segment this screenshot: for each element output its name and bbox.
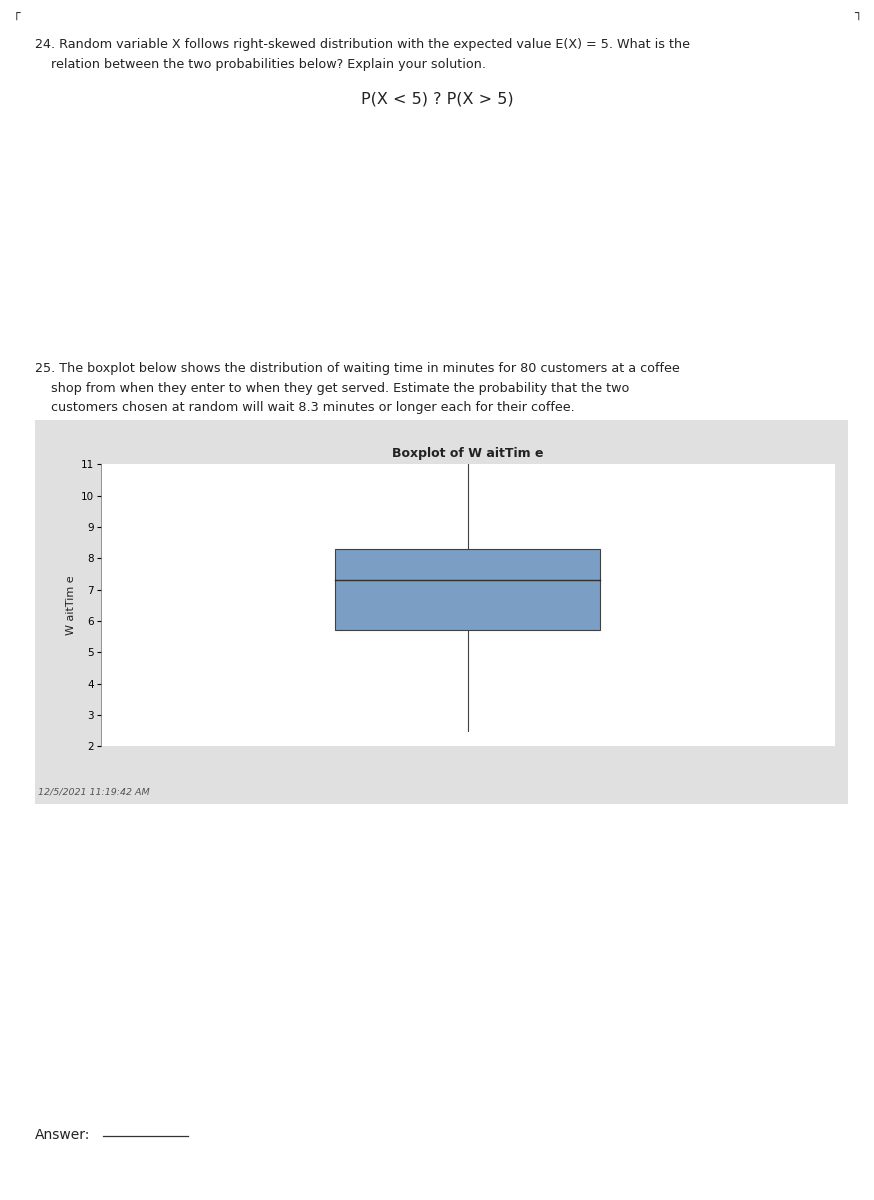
Text: ┌: ┌ (12, 7, 20, 20)
Y-axis label: W aitTim e: W aitTim e (66, 576, 76, 635)
Title: Boxplot of W aitTim e: Boxplot of W aitTim e (392, 448, 544, 461)
Text: 12/5/2021 11:19:42 AM: 12/5/2021 11:19:42 AM (38, 787, 150, 797)
Bar (336, 550, 600, 630)
Text: 24. Random variable X follows right-skewed distribution with the expected value : 24. Random variable X follows right-skew… (35, 38, 690, 52)
Text: P(X < 5) ? P(X > 5): P(X < 5) ? P(X > 5) (361, 91, 513, 107)
Text: ┐: ┐ (854, 7, 862, 20)
Text: customers chosen at random will wait 8.3 minutes or longer each for their coffee: customers chosen at random will wait 8.3… (35, 401, 575, 414)
Text: 25. The boxplot below shows the distribution of waiting time in minutes for 80 c: 25. The boxplot below shows the distribu… (35, 362, 680, 376)
Text: relation between the two probabilities below? Explain your solution.: relation between the two probabilities b… (35, 58, 486, 71)
Text: shop from when they enter to when they get served. Estimate the probability that: shop from when they enter to when they g… (35, 382, 629, 395)
Text: Answer:: Answer: (35, 1128, 90, 1142)
